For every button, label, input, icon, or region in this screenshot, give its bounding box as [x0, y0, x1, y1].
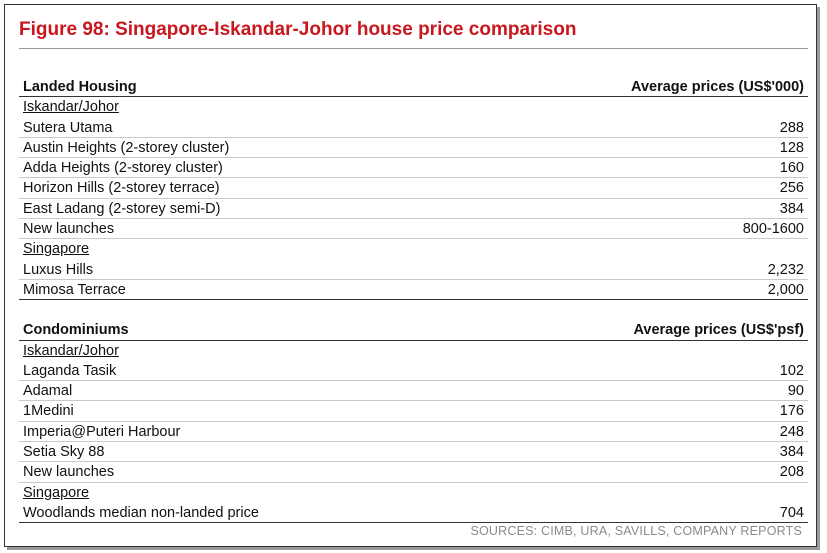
row-value: 208 — [779, 464, 804, 481]
section-name: Singapore — [23, 484, 90, 501]
row-value: 128 — [779, 139, 804, 156]
table-row: Austin Heights (2-storey cluster) 128 — [19, 138, 808, 159]
table-row: Woodlands median non-landed price 704 — [19, 503, 808, 524]
table-row: New launches 208 — [19, 462, 808, 483]
row-label: 1Medini — [23, 403, 74, 420]
section-name: Iskandar/Johor — [23, 99, 119, 116]
table-row: Luxus Hills 2,232 — [19, 260, 808, 280]
row-label: New launches — [23, 221, 115, 238]
table-row: Laganda Tasik 102 — [19, 361, 808, 382]
table-row: Setia Sky 88 384 — [19, 442, 808, 463]
row-value: 384 — [779, 200, 804, 217]
row-value: 160 — [779, 160, 804, 177]
table-row: New launches 800-1600 — [19, 219, 808, 240]
row-label: East Ladang (2-storey semi-D) — [23, 200, 221, 217]
row-label: New launches — [23, 464, 115, 481]
condo-header-row: Condominiums Average prices (US$'psf) — [19, 320, 808, 341]
table-row: East Ladang (2-storey semi-D) 384 — [19, 199, 808, 220]
row-label: Adda Heights (2-storey cluster) — [23, 160, 223, 177]
title-divider — [19, 48, 808, 49]
row-value: 256 — [779, 180, 804, 197]
row-label: Austin Heights (2-storey cluster) — [23, 139, 230, 156]
figure-title: Figure 98: Singapore-Iskandar-Johor hous… — [19, 19, 577, 40]
table-row: Adda Heights (2-storey cluster) 160 — [19, 158, 808, 179]
section-heading: Iskandar/Johor — [19, 97, 808, 117]
row-label: Sutera Utama — [23, 119, 113, 136]
row-value: 288 — [779, 119, 804, 136]
landed-header-row: Landed Housing Average prices (US$'000) — [19, 77, 808, 98]
table-row: 1Medini 176 — [19, 401, 808, 422]
condo-header-value: Average prices (US$'psf) — [633, 322, 804, 339]
section-name: Iskandar/Johor — [23, 342, 119, 359]
table-row: Horizon Hills (2-storey terrace) 256 — [19, 178, 808, 199]
row-value: 2,232 — [767, 261, 804, 278]
condo-header-label: Condominiums — [23, 322, 129, 339]
block-spacer — [19, 300, 808, 320]
row-label: Horizon Hills (2-storey terrace) — [23, 180, 220, 197]
table-row: Imperia@Puteri Harbour 248 — [19, 422, 808, 443]
row-value: 384 — [779, 444, 804, 461]
row-value: 176 — [779, 403, 804, 420]
row-label: Adamal — [23, 383, 73, 400]
row-label: Imperia@Puteri Harbour — [23, 423, 181, 440]
row-value: 2,000 — [767, 281, 804, 298]
row-value: 800-1600 — [742, 221, 804, 238]
row-label: Luxus Hills — [23, 261, 94, 278]
landed-header-label: Landed Housing — [23, 79, 137, 95]
section-heading: Iskandar/Johor — [19, 341, 808, 361]
row-value: 102 — [779, 362, 804, 379]
row-value: 248 — [779, 423, 804, 440]
section-heading: Singapore — [19, 483, 808, 503]
table-row: Adamal 90 — [19, 381, 808, 402]
row-label: Setia Sky 88 — [23, 444, 105, 461]
sources-note: SOURCES: CIMB, URA, SAVILLS, COMPANY REP… — [470, 524, 802, 538]
table-row: Mimosa Terrace 2,000 — [19, 280, 808, 301]
row-label: Mimosa Terrace — [23, 281, 126, 298]
section-heading: Singapore — [19, 239, 808, 259]
row-label: Laganda Tasik — [23, 362, 117, 379]
table-row: Sutera Utama 288 — [19, 118, 808, 138]
figure-frame: Figure 98: Singapore-Iskandar-Johor hous… — [4, 4, 817, 547]
price-table: Landed Housing Average prices (US$'000) … — [19, 77, 808, 524]
row-label: Woodlands median non-landed price — [23, 504, 259, 521]
section-name: Singapore — [23, 241, 90, 258]
landed-header-value: Average prices (US$'000) — [631, 79, 804, 95]
row-value: 704 — [779, 504, 804, 521]
row-value: 90 — [787, 383, 804, 400]
